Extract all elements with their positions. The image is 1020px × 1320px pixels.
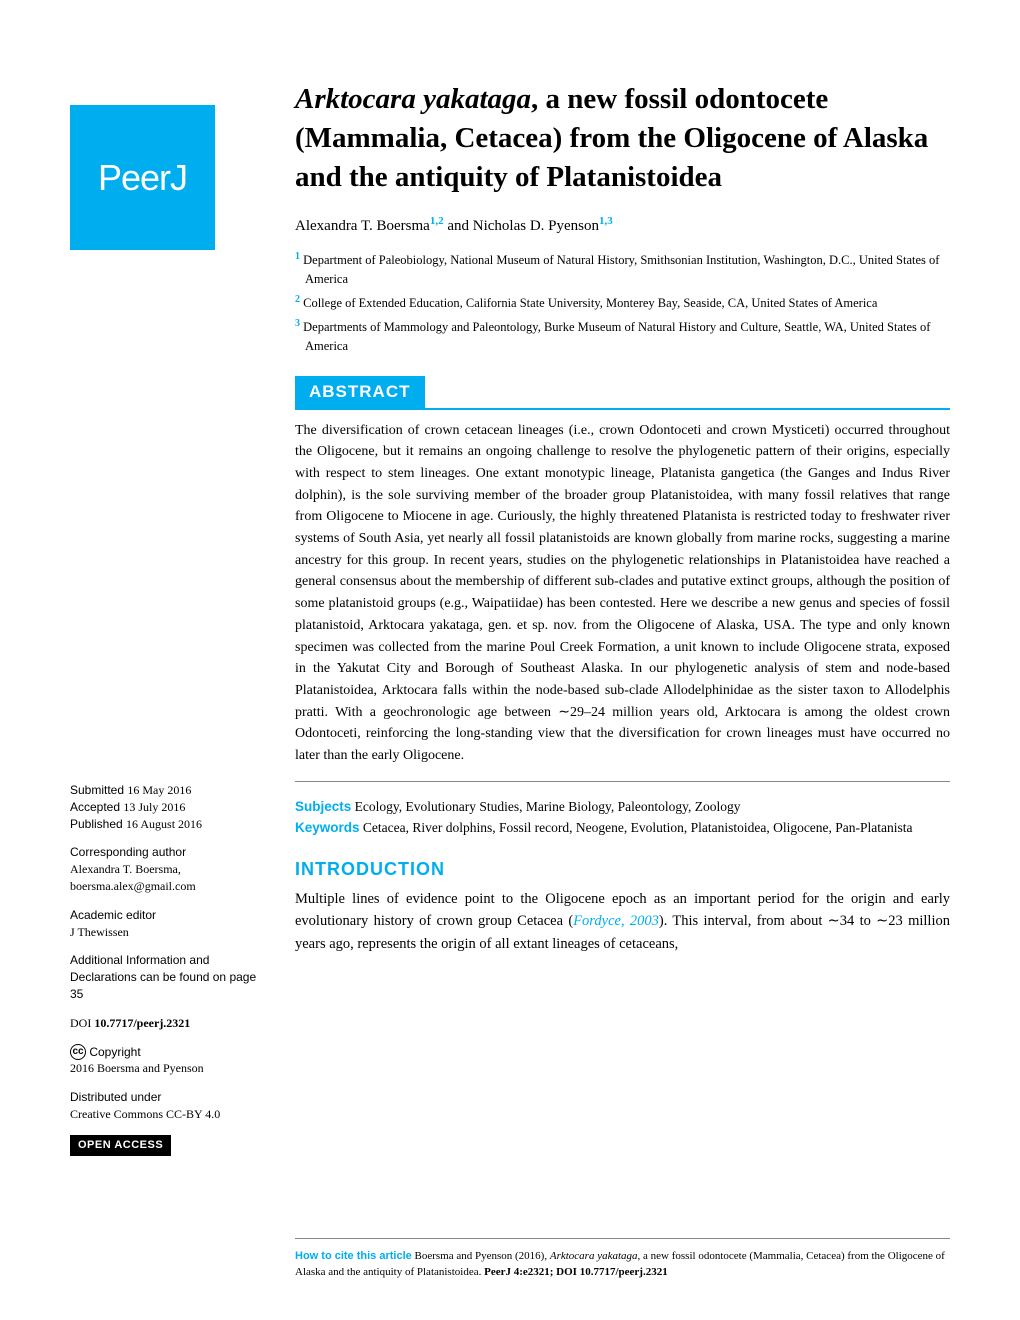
subjects-label: Subjects — [295, 799, 351, 814]
dates-block: Submitted 16 May 2016 Accepted 13 July 2… — [70, 782, 270, 832]
subjects-line: Subjects Ecology, Evolutionary Studies, … — [295, 796, 950, 818]
affiliation-3: 3 Departments of Mammology and Paleontol… — [295, 316, 950, 356]
author-1-sup: 1,2 — [430, 215, 444, 227]
distributed-block: Distributed under Creative Commons CC-BY… — [70, 1089, 270, 1123]
corresponding-label: Corresponding author — [70, 845, 186, 859]
copyright-block: cc Copyright 2016 Boersma and Pyenson — [70, 1044, 270, 1078]
divider — [295, 781, 950, 782]
introduction-text: Multiple lines of evidence point to the … — [295, 888, 950, 955]
footer-doi: PeerJ 4:e2321; DOI 10.7717/peerj.2321 — [484, 1266, 668, 1278]
corresponding-block: Corresponding author Alexandra T. Boersm… — [70, 844, 270, 894]
subjects-text: Ecology, Evolutionary Studies, Marine Bi… — [351, 799, 740, 814]
cite-label: How to cite this article — [295, 1250, 412, 1262]
author-connector: and — [444, 218, 473, 234]
title-italic: Arktocara yakataga — [295, 83, 531, 115]
affiliations: 1 Department of Paleobiology, National M… — [295, 249, 950, 355]
doi-label: DOI — [70, 1016, 94, 1030]
author-1: Alexandra T. Boersma — [295, 218, 430, 234]
copyright-label: Copyright — [86, 1045, 141, 1059]
abstract-text: The diversification of crown cetacean li… — [295, 420, 950, 767]
journal-logo: PeerJ — [70, 105, 215, 250]
submitted-date: 16 May 2016 — [127, 783, 191, 797]
citation-link[interactable]: Fordyce, 2003 — [573, 913, 659, 929]
license-link[interactable]: Creative Commons CC-BY 4.0 — [70, 1107, 220, 1121]
copyright-holder: 2016 Boersma and Pyenson — [70, 1061, 204, 1075]
corresponding-email: boersma.alex@gmail.com — [70, 879, 196, 893]
accepted-date: 13 July 2016 — [123, 800, 185, 814]
article-title: Arktocara yakataga, a new fossil odontoc… — [295, 80, 950, 197]
open-access-block: OPEN ACCESS — [70, 1135, 270, 1156]
abstract-bar: ABSTRACT — [295, 376, 950, 410]
submitted-label: Submitted — [70, 783, 127, 797]
introduction-header: INTRODUCTION — [295, 859, 950, 880]
logo-text: PeerJ — [98, 157, 187, 199]
author-2-sup: 1,3 — [599, 215, 613, 227]
author-2: Nicholas D. Pyenson — [473, 218, 599, 234]
subjects-keywords: Subjects Ecology, Evolutionary Studies, … — [295, 796, 950, 839]
accepted-label: Accepted — [70, 800, 123, 814]
open-access-badge: OPEN ACCESS — [70, 1135, 171, 1156]
published-date: 16 August 2016 — [126, 817, 202, 831]
additional-info: Additional Information and Declarations … — [70, 952, 270, 1002]
main-content: Arktocara yakataga, a new fossil odontoc… — [295, 80, 950, 955]
editor-label: Academic editor — [70, 908, 156, 922]
metadata-sidebar: Submitted 16 May 2016 Accepted 13 July 2… — [70, 782, 270, 1168]
affiliation-2: 2 College of Extended Education, Califor… — [295, 292, 950, 313]
authors-line: Alexandra T. Boersma1,2 and Nicholas D. … — [295, 215, 950, 235]
abstract-header: ABSTRACT — [295, 376, 425, 408]
citation-footer: How to cite this article Boersma and Pye… — [295, 1238, 950, 1280]
published-label: Published — [70, 817, 126, 831]
cc-icon: cc — [70, 1044, 86, 1060]
editor-name: J Thewissen — [70, 925, 129, 939]
keywords-label: Keywords — [295, 820, 360, 835]
doi-value[interactable]: 10.7717/peerj.2321 — [94, 1016, 190, 1030]
affiliation-1: 1 Department of Paleobiology, National M… — [295, 249, 950, 289]
editor-block: Academic editor J Thewissen — [70, 907, 270, 941]
corresponding-name: Alexandra T. Boersma, — [70, 862, 181, 876]
keywords-line: Keywords Cetacea, River dolphins, Fossil… — [295, 817, 950, 839]
distributed-label: Distributed under — [70, 1090, 161, 1104]
doi-block: DOI 10.7717/peerj.2321 — [70, 1015, 270, 1032]
keywords-text: Cetacea, River dolphins, Fossil record, … — [360, 820, 913, 835]
